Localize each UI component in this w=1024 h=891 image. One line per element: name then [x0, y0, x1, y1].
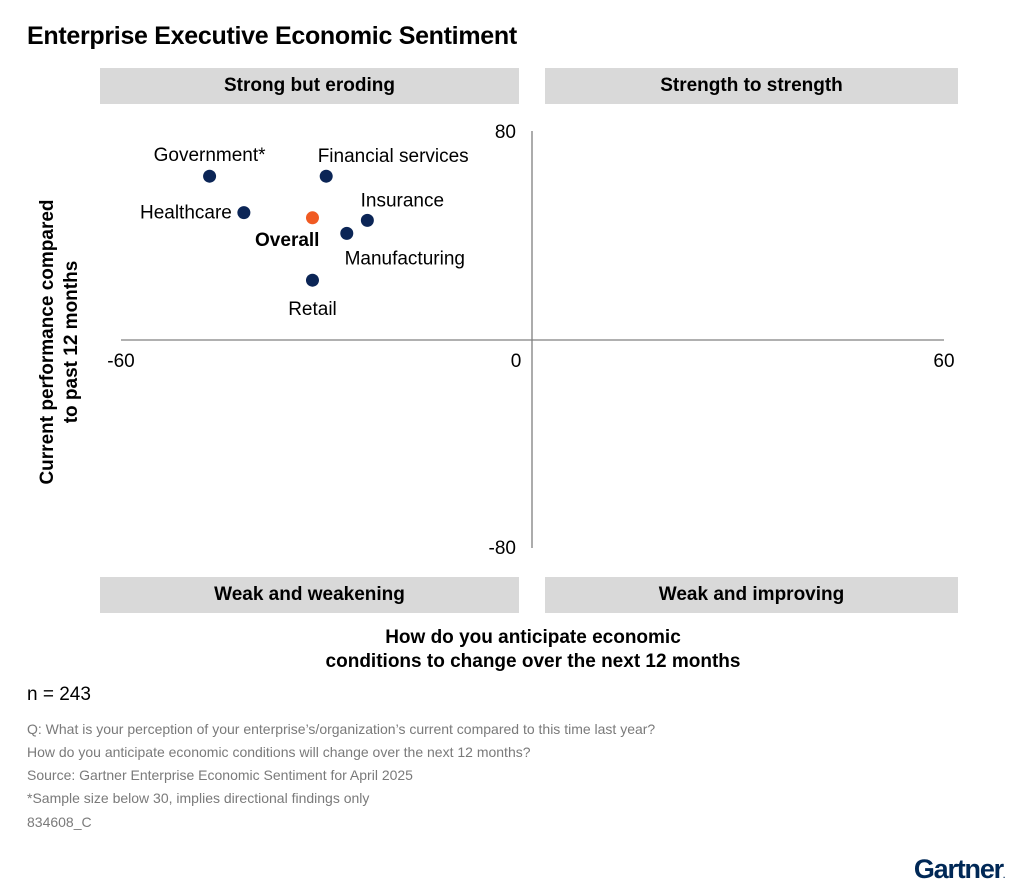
chart-title: Enterprise Executive Economic Sentiment	[27, 22, 517, 50]
y-axis-title: Current performance compared to past 12 …	[36, 172, 84, 512]
data-point-retail	[305, 273, 319, 287]
document-id: 834608_C	[27, 814, 92, 830]
quadrant-label-strong-but-eroding: Strong but eroding	[100, 68, 519, 104]
y-tick-label: 80	[495, 122, 516, 143]
data-point-insurance	[360, 213, 374, 227]
data-point-healthcare	[237, 206, 251, 220]
question-note: Q: What is your perception of your enter…	[27, 721, 656, 737]
quadrant-label-strength-to-strength: Strength to strength	[545, 68, 958, 104]
source-note: Source: Gartner Enterprise Economic Sent…	[27, 767, 413, 783]
data-label: Healthcare	[140, 203, 232, 224]
x-axis-title: How do you anticipate economic condition…	[233, 626, 833, 674]
footnote: *Sample size below 30, implies direction…	[27, 790, 370, 806]
data-label: Manufacturing	[345, 248, 465, 269]
y-axis-title-line: Current performance compared	[37, 199, 58, 485]
data-point-overall	[305, 211, 319, 225]
sample-size: n = 243	[27, 684, 91, 705]
data-point-government	[203, 169, 217, 183]
x-tick-label: 60	[933, 351, 954, 372]
question-note: How do you anticipate economic condition…	[27, 744, 531, 760]
quadrant-label-weak-and-weakening: Weak and weakening	[100, 577, 519, 613]
data-label: Government*	[154, 145, 267, 166]
x-tick-label: 0	[511, 351, 522, 372]
y-tick-label: -80	[489, 538, 516, 559]
data-point-manufacturing	[340, 226, 354, 240]
quadrant-label-weak-and-improving: Weak and improving	[545, 577, 958, 613]
x-axis-title-line: conditions to change over the next 12 mo…	[325, 651, 741, 672]
data-label: Financial services	[318, 146, 469, 167]
gartner-logo: Gartner.	[913, 854, 1005, 884]
data-label: Insurance	[361, 190, 444, 211]
y-axis-title-line: to past 12 months	[61, 260, 82, 424]
data-point-financial-services	[319, 169, 333, 183]
data-label: Overall	[255, 230, 319, 251]
x-tick-label: -60	[107, 351, 134, 372]
x-axis-title-line: How do you anticipate economic	[385, 627, 681, 648]
data-label: Retail	[288, 299, 337, 320]
